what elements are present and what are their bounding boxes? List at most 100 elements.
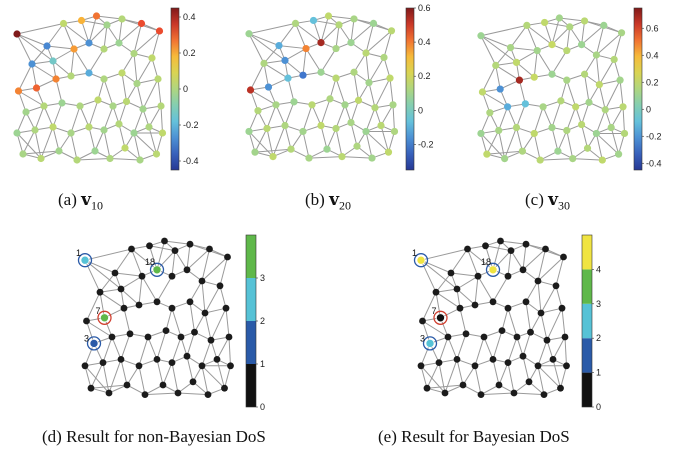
graph-edge [498,130,506,159]
graph-edge [584,74,590,103]
graph-edge [435,291,461,309]
graph-edge [84,259,101,293]
graph-node [540,391,548,398]
graph-node [507,247,515,254]
graph-edge [610,106,624,128]
graph-node [291,19,300,27]
graph-edge [151,30,160,59]
graph-edge [581,124,589,149]
graph-node [245,127,253,136]
graph-edge [84,365,92,389]
colorbar-tick-label: 0 [260,402,265,412]
graph-node [13,30,21,38]
graph-edge [613,32,623,60]
graph-node [557,97,565,105]
graph-edge [537,248,546,282]
graph-edge [518,80,526,104]
graph-edge [365,107,376,132]
graph-node [153,356,161,363]
graph-edge [481,91,491,113]
graph-edge [103,129,111,159]
graph-node [610,55,618,64]
node-label: 7 [96,306,101,316]
graph-node [67,129,75,137]
graph-edge [420,259,452,274]
graph-node [324,12,333,20]
graph-node [326,95,334,103]
graph-edge [88,24,108,44]
graph-edge [480,24,527,37]
graph-edge [40,126,54,159]
graph-edge [481,65,497,93]
graph-node [477,32,485,40]
graph-node [85,123,93,131]
graph-node [504,359,512,366]
graph-node [275,42,283,50]
highlight-ring [97,310,112,325]
graph-node [619,103,627,111]
colorbar-segment [582,269,592,304]
graph-node [159,381,167,389]
highlight-ring [149,262,165,277]
graph-edge [313,20,322,43]
graph-edge [480,392,515,396]
graph-node [444,333,452,341]
graph-node [512,58,521,66]
graph-edge [498,106,509,131]
graph-node [186,240,194,248]
graph-node [52,75,60,83]
graph-edge [22,129,36,155]
graph-node [213,356,221,363]
graph-edge [540,307,563,314]
graph-edge [486,150,523,155]
graph-node [105,389,113,397]
graph-node [332,44,340,53]
graph-edge [99,291,125,309]
graph-edge [138,336,149,366]
graph-edge [133,23,142,54]
graph-node [225,333,233,341]
graph-node [362,127,370,136]
graph-node [362,49,370,57]
graph-edge [500,240,527,245]
graph-edge [63,23,75,50]
graph-edge [109,158,141,161]
highlight-ring [413,253,429,268]
graph-edge [365,30,392,54]
graph-edge [133,132,157,155]
graph-node [122,97,131,106]
graph-node [198,362,206,370]
graph-edge [551,26,571,45]
graph-edge [560,365,567,389]
graph-node [263,124,271,133]
graph-node [91,147,99,155]
caption-b-prefix: (b) [305,190,325,209]
graph-node [595,81,603,89]
graph-edge [88,15,97,44]
graph-node [100,75,108,83]
graph-node [537,309,545,317]
graph-node [133,79,141,88]
graph-edge [141,275,158,303]
graph-edge [335,104,346,129]
graph-edge [278,23,296,46]
graph-edge [522,248,546,271]
graph-node [19,150,27,158]
graph-node [126,330,134,338]
colorbar-tick-label: -0.2 [183,120,199,130]
graph-node [207,336,215,344]
graph-edge [216,359,225,389]
graph-edge [90,384,128,389]
graph-node [489,356,497,363]
graph-edge [16,33,54,62]
graph-node [549,356,557,363]
graph-edge [513,392,545,396]
caption-b: (b) v20 [305,190,351,213]
highlight-node [80,255,90,265]
graph-node [37,154,45,163]
colorbar-tick-label: 0.6 [418,3,431,13]
graph-edge [335,128,343,157]
colorbar-tick-label: 0.4 [183,12,196,22]
graph-edge [422,291,437,322]
graph-edge [266,128,274,157]
